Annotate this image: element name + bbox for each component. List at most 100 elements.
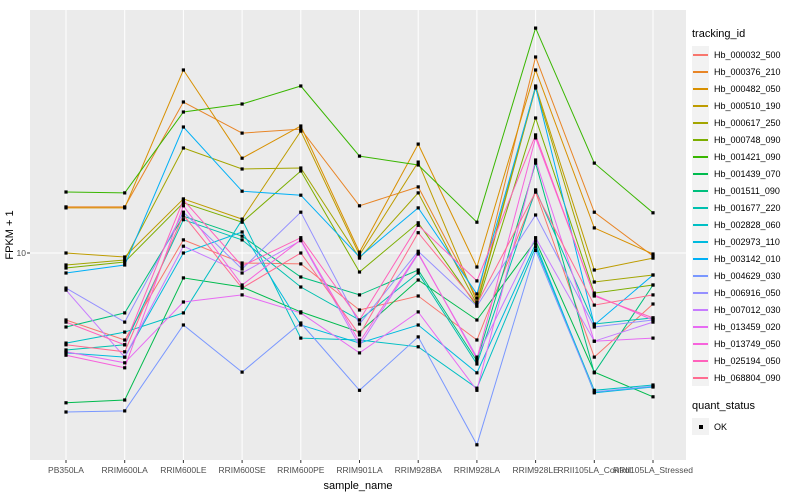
point-marker bbox=[64, 251, 68, 255]
point-marker bbox=[181, 218, 185, 222]
point-marker bbox=[475, 292, 479, 296]
point-marker bbox=[240, 261, 244, 265]
point-marker bbox=[240, 370, 244, 374]
point-marker bbox=[416, 142, 420, 146]
point-marker bbox=[240, 189, 244, 193]
point-marker bbox=[299, 84, 303, 88]
point-marker bbox=[357, 318, 362, 322]
point-marker bbox=[181, 276, 185, 280]
legend-item: Hb_002973_110 bbox=[692, 233, 798, 250]
point-marker bbox=[592, 161, 596, 165]
point-marker bbox=[64, 410, 68, 414]
x-tick-label: PB350LA bbox=[48, 465, 84, 475]
point-marker bbox=[64, 190, 68, 194]
legend-item-label: Hb_000482_050 bbox=[714, 83, 781, 94]
legend-item: Hb_001421_090 bbox=[692, 148, 798, 165]
point-marker bbox=[240, 156, 244, 160]
point-marker bbox=[299, 275, 303, 279]
point-marker bbox=[475, 338, 479, 342]
point-marker bbox=[357, 340, 362, 344]
point-marker bbox=[416, 191, 420, 195]
point-marker bbox=[592, 325, 596, 329]
legend-key-line-icon bbox=[692, 131, 709, 148]
point-marker bbox=[299, 166, 303, 170]
point-marker bbox=[181, 125, 185, 129]
point-marker bbox=[416, 251, 420, 255]
legend-title-quant-status: quant_status bbox=[692, 400, 755, 412]
legend-item-label: Hb_001439_070 bbox=[714, 168, 781, 179]
point-marker bbox=[64, 348, 68, 352]
point-marker bbox=[534, 213, 538, 217]
point-marker bbox=[475, 220, 479, 224]
point-marker bbox=[534, 55, 538, 59]
point-marker bbox=[357, 270, 362, 274]
point-marker bbox=[181, 244, 185, 248]
legend-item-label: Hb_013749_050 bbox=[714, 338, 781, 349]
point-marker bbox=[416, 185, 420, 189]
point-marker bbox=[123, 320, 127, 324]
point-markers bbox=[64, 26, 655, 447]
point-marker bbox=[123, 338, 127, 342]
x-tick-label: RRIM928LE bbox=[512, 465, 559, 475]
point-marker bbox=[299, 236, 303, 240]
x-tick-label: RRIM600SE bbox=[218, 465, 266, 475]
point-marker bbox=[416, 221, 420, 225]
point-marker bbox=[534, 190, 538, 194]
point-marker bbox=[357, 250, 362, 254]
point-marker bbox=[592, 355, 596, 359]
point-marker bbox=[123, 361, 127, 365]
legend-key-line-icon bbox=[692, 182, 709, 199]
point-marker bbox=[123, 398, 127, 402]
legend-item: Hb_000510_190 bbox=[692, 97, 798, 114]
point-marker bbox=[123, 258, 127, 262]
point-marker bbox=[299, 193, 303, 197]
point-marker bbox=[534, 188, 538, 192]
legend-item-label: Hb_001677_220 bbox=[714, 202, 781, 213]
point-marker bbox=[475, 388, 479, 392]
point-marker bbox=[181, 238, 185, 242]
x-tick-label: RRIM928BA bbox=[394, 465, 442, 475]
legend-item-label: Hb_002973_110 bbox=[714, 236, 780, 247]
legend-item: Hb_000032_500 bbox=[692, 46, 798, 63]
legend-key-line-icon bbox=[692, 165, 709, 182]
point-marker bbox=[181, 68, 185, 72]
legend-key-line-icon bbox=[692, 216, 709, 233]
point-marker bbox=[181, 146, 185, 150]
legend-key-line-icon bbox=[692, 199, 709, 216]
point-marker bbox=[123, 206, 127, 210]
point-marker bbox=[240, 283, 244, 287]
point-marker bbox=[123, 191, 127, 195]
point-marker bbox=[64, 318, 68, 322]
point-marker bbox=[64, 271, 68, 275]
point-marker bbox=[64, 353, 68, 357]
point-marker bbox=[64, 266, 68, 270]
legend-item: Hb_001677_220 bbox=[692, 199, 798, 216]
point-marker bbox=[357, 351, 362, 355]
point-marker bbox=[240, 230, 244, 234]
legend-item-label: Hb_000376_210 bbox=[714, 66, 781, 77]
point-marker bbox=[64, 288, 68, 292]
legend-key-line-icon bbox=[692, 233, 709, 250]
legend-item-label: Hb_001421_090 bbox=[714, 151, 781, 162]
legend-item: Hb_004629_030 bbox=[692, 267, 798, 284]
legend-key-line-icon bbox=[692, 80, 709, 97]
point-marker bbox=[123, 311, 127, 315]
point-marker bbox=[475, 279, 479, 283]
point-marker bbox=[592, 371, 596, 375]
point-marker bbox=[181, 201, 185, 205]
legend-key-line-icon bbox=[692, 318, 709, 335]
plot-panel bbox=[30, 10, 686, 460]
legend-item-label: Hb_003142_010 bbox=[714, 253, 781, 264]
point-marker bbox=[299, 262, 303, 266]
point-marker bbox=[416, 278, 420, 282]
point-marker bbox=[416, 323, 420, 327]
point-marker bbox=[299, 323, 303, 327]
point-marker bbox=[592, 339, 596, 343]
point-marker bbox=[651, 254, 655, 258]
x-tick-label: RRII105LA_Control bbox=[557, 465, 632, 475]
point-marker bbox=[534, 85, 538, 89]
point-marker bbox=[357, 204, 362, 208]
point-marker bbox=[534, 133, 538, 137]
legend-item-label: Hb_000510_190 bbox=[714, 100, 781, 111]
